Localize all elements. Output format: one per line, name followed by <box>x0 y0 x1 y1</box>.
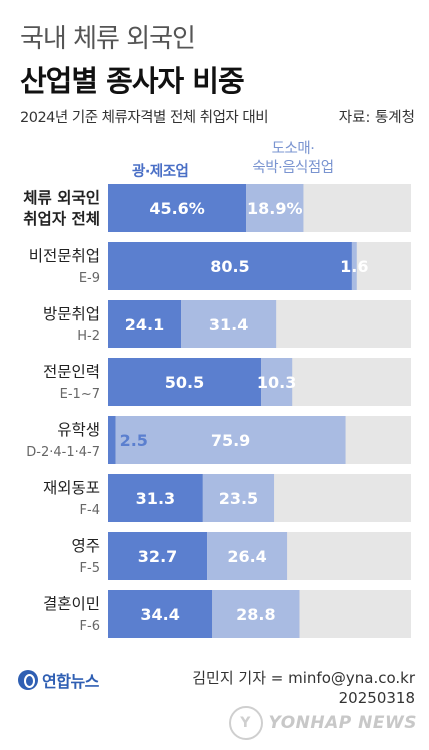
watermark: Y YONHAP NEWS <box>228 706 417 740</box>
watermark-logo-icon: Y <box>228 706 263 740</box>
category-sublabel-0: 취업자 전체 <box>23 210 100 228</box>
yonhap-logo-icon <box>18 670 38 690</box>
credit: 김민지 기자 = minfo@yna.co.kr 20250318 <box>192 668 415 708</box>
bar-series2-1 <box>351 242 357 290</box>
category-sublabel-7: F-6 <box>80 619 100 634</box>
category-label-5: 재외동포 <box>43 479 100 497</box>
category-sublabel-6: F-5 <box>80 561 100 576</box>
category-label-3: 전문인력 <box>43 363 100 381</box>
value-label-series1-1: 80.5 <box>210 257 249 276</box>
category-label-6: 영주 <box>71 537 100 555</box>
value-label-series2-0: 18.9% <box>247 199 303 218</box>
bar-series2-0 <box>246 184 304 232</box>
category-sublabel-5: F-4 <box>80 503 100 518</box>
value-label-series1-7: 34.4 <box>140 605 179 624</box>
source-text: 자료: 통계청 <box>338 110 415 126</box>
bar-series2-7 <box>212 590 300 638</box>
bar-series1-7 <box>108 590 213 638</box>
title-line2: 산업별 종사자 비중 <box>20 64 245 98</box>
bar-series2-4 <box>115 416 346 464</box>
value-label-series1-5: 31.3 <box>136 489 175 508</box>
credit-line1: 김민지 기자 = minfo@yna.co.kr <box>192 669 415 687</box>
value-label-series1-6: 32.7 <box>138 547 177 566</box>
bar-series1-2 <box>108 300 182 348</box>
value-label-series2-7: 28.8 <box>236 605 275 624</box>
category-sublabel-1: E-9 <box>79 271 100 286</box>
bar-series1-1 <box>108 242 352 290</box>
category-label-2: 방문취업 <box>43 305 100 323</box>
legend-series2-line1: 도소매· <box>271 141 315 157</box>
credit-line2: 20250318 <box>338 689 415 707</box>
subtitle: 2024년 기준 체류자격별 전체 취업자 대비 <box>20 110 269 126</box>
category-label-7: 결혼이민 <box>43 595 100 613</box>
value-label-series2-6: 26.4 <box>227 547 266 566</box>
legend-series2-line2: 숙박·음식점업 <box>252 160 334 176</box>
category-label-0: 체류 외국인 <box>23 189 100 207</box>
value-label-series1-2: 24.1 <box>125 315 164 334</box>
bar-series1-4 <box>108 416 116 464</box>
value-label-series2-3: 10.3 <box>257 373 296 392</box>
value-label-series2-4: 75.9 <box>211 431 250 450</box>
value-label-series1-3: 50.5 <box>165 373 204 392</box>
bar-series1-3 <box>108 358 262 406</box>
bar-series1-5 <box>108 474 203 522</box>
watermark-text: YONHAP NEWS <box>268 713 417 733</box>
bar-series2-5 <box>202 474 275 522</box>
value-label-series1-4: 2.5 <box>120 431 148 450</box>
legend-series2: 도소매· 숙박·음식점업 <box>222 140 364 178</box>
category-sublabel-2: H-2 <box>77 329 100 344</box>
footer-logo: 연합뉴스 <box>18 668 99 692</box>
legend-series1: 광·제조업 <box>132 164 189 180</box>
category-sublabel-4: D-2·4-1·4-7 <box>26 445 100 460</box>
title-line1: 국내 체류 외국인 <box>20 24 196 54</box>
value-label-series2-2: 31.4 <box>209 315 248 334</box>
bar-series2-2 <box>181 300 277 348</box>
category-label-1: 비전문취업 <box>29 247 100 265</box>
bar-series1-6 <box>108 532 208 580</box>
value-label-series1-0: 45.6% <box>149 199 205 218</box>
category-label-4: 유학생 <box>57 421 100 439</box>
value-label-series2-1: 1.6 <box>340 257 368 276</box>
bar-series1-0 <box>108 184 247 232</box>
logo-text: 연합뉴스 <box>42 672 99 691</box>
bar-series2-6 <box>207 532 288 580</box>
value-label-series2-5: 23.5 <box>219 489 258 508</box>
bar-series2-3 <box>261 358 293 406</box>
category-sublabel-3: E-1~7 <box>60 387 100 402</box>
